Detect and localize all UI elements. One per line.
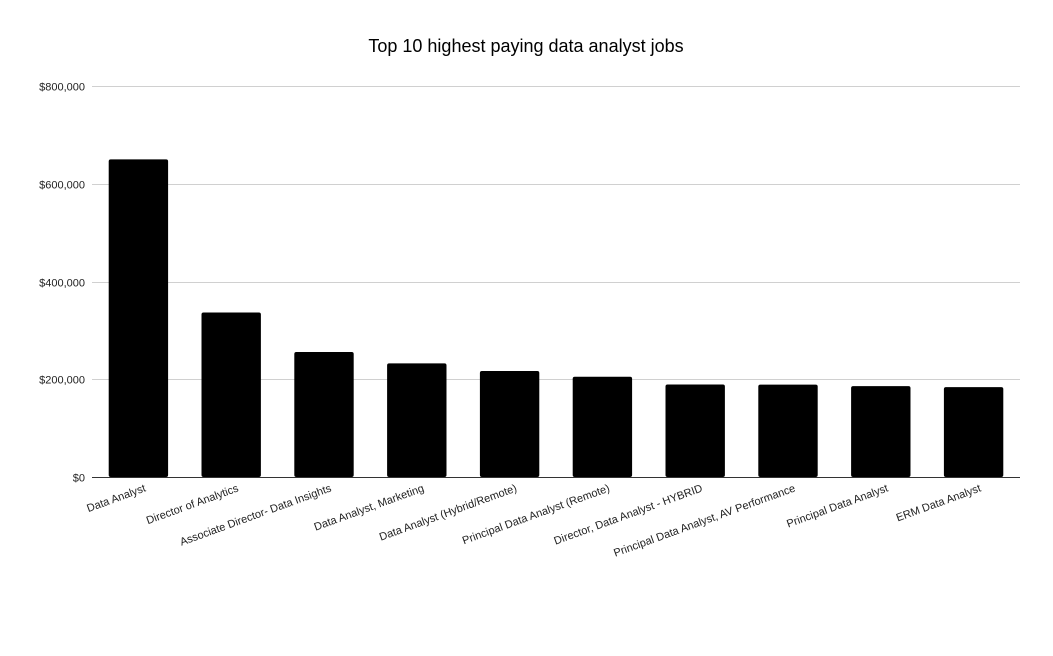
y-tick-label: $400,000 [39, 278, 85, 290]
bar [758, 384, 818, 477]
x-tick-label: Principal Data Analyst, AV Performance [612, 483, 797, 560]
y-tick-label: $800,000 [39, 82, 85, 94]
gridlines [92, 86, 1020, 380]
x-tick-label: Associate Director- Data Insights [178, 482, 333, 548]
y-axis: $0 $200,000 $400,000 $600,000 $800,000 [39, 82, 85, 485]
bar [479, 370, 540, 477]
bar [665, 384, 725, 477]
y-tick-label: $600,000 [39, 180, 85, 192]
x-tick-label: ERM Data Analyst [895, 483, 983, 525]
bar [294, 351, 354, 477]
x-tick-label: Director, Data Analyst - HYBRID [552, 483, 704, 548]
chart-title: Top 10 highest paying data analyst jobs [368, 36, 683, 56]
bars [108, 159, 1004, 477]
y-tick-label: $200,000 [39, 375, 85, 387]
x-tick-label: Principal Data Analyst [785, 483, 890, 531]
bar [572, 376, 633, 477]
y-tick-label: $0 [73, 473, 85, 485]
x-tick-label: Data Analyst [85, 483, 147, 515]
bar [201, 312, 261, 477]
bar [387, 363, 447, 477]
x-tick-label: Principal Data Analyst (Remote) [461, 483, 612, 548]
bar [108, 159, 169, 477]
bar [943, 387, 1004, 477]
bar [851, 386, 911, 477]
